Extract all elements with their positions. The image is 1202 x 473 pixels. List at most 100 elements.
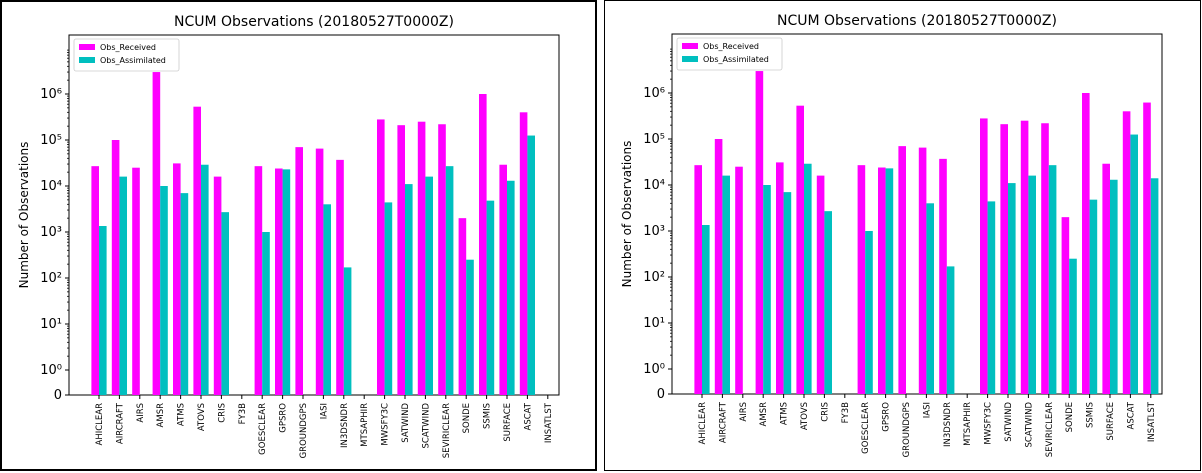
x-tick-label: MTSAPHIR	[963, 402, 973, 446]
bar-obs-received	[1000, 124, 1008, 394]
bar-obs-received	[397, 125, 405, 395]
bar-obs-assimilated	[804, 163, 812, 394]
legend-swatch	[682, 56, 698, 62]
bar-obs-assimilated	[1069, 258, 1077, 394]
bar-obs-received	[694, 165, 702, 394]
x-tick-label: SATWIND	[1004, 402, 1014, 442]
bar-obs-received	[1143, 102, 1151, 394]
x-tick-label: SSMIS	[483, 403, 493, 429]
bar-obs-assimilated	[702, 225, 710, 394]
x-tick-label: SSMIS	[1086, 402, 1096, 428]
x-tick-label: SURFACE	[503, 403, 513, 442]
bar-obs-received	[336, 159, 344, 395]
chart-panel-left: NCUM Observations (20180527T0000Z) Number…	[0, 0, 597, 471]
bar-obs-received	[132, 167, 140, 395]
bar-obs-received	[857, 165, 866, 394]
bar-obs-assimilated	[885, 168, 894, 394]
y-tick-label: 10³	[643, 224, 665, 239]
bars-group	[91, 72, 535, 395]
bar-obs-received	[213, 176, 222, 395]
bar-obs-received	[796, 105, 804, 394]
x-tick-label: INSATLST	[1147, 401, 1157, 442]
bar-obs-assimilated	[722, 175, 730, 394]
bar-obs-received	[1041, 123, 1049, 394]
bar-obs-received	[735, 166, 743, 394]
chart-panel-right: NCUM Observations (20180527T0000Z) Number…	[604, 0, 1201, 471]
y-axis-label: Number of Observations	[17, 142, 31, 289]
bar-obs-received	[1061, 217, 1070, 394]
x-tick-label: AHICLEAR	[95, 403, 105, 446]
x-tick-label: SURFACE	[1106, 402, 1116, 441]
x-tick-label: MWSFY3C	[381, 403, 391, 446]
x-tick-label: ATMS	[780, 402, 790, 425]
y-tick-label: 10⁴	[40, 179, 62, 194]
y-tick-label: 10²	[40, 271, 62, 286]
bar-obs-assimilated	[262, 232, 270, 395]
x-tick-label: SONDE	[1065, 402, 1075, 432]
x-tick-label: GOESCLEAR	[258, 403, 268, 455]
x-tick-label: ATOVS	[197, 403, 207, 431]
bar-obs-assimilated	[763, 185, 771, 394]
bar-obs-received	[1082, 93, 1090, 394]
bar-obs-assimilated	[527, 135, 535, 395]
legend-swatch	[79, 44, 95, 50]
x-tick-label: GPSRO	[279, 403, 289, 433]
bar-obs-received	[878, 167, 886, 394]
bar-obs-received	[898, 146, 906, 394]
bar-obs-assimilated	[445, 166, 454, 395]
x-tick-label: AIRS	[136, 403, 146, 423]
bar-obs-received	[295, 147, 303, 395]
x-tick-label: CRIS	[217, 403, 227, 423]
bar-obs-received	[193, 106, 201, 395]
bar-obs-received	[91, 166, 99, 395]
plot-area: NCUM Observations (20180527T0000Z) Number…	[17, 14, 560, 458]
x-tick-label: GROUNDGPS	[299, 403, 309, 458]
x-tick-label: AMSR	[759, 402, 769, 427]
y-tick-label: 10⁵	[40, 133, 62, 148]
bar-obs-assimilated	[384, 202, 393, 395]
x-tick-label: GOESCLEAR	[861, 402, 871, 454]
bar-obs-received	[918, 147, 927, 394]
bar-obs-received	[519, 112, 528, 395]
x-tick-label: AIRS	[739, 402, 749, 422]
plot-area: NCUM Observations (20180527T0000Z) Number…	[620, 13, 1163, 457]
bar-obs-assimilated	[221, 212, 229, 395]
chart-title: NCUM Observations (20180527T0000Z)	[777, 13, 1057, 29]
x-tick-label: CRIS	[820, 402, 830, 422]
bar-obs-assimilated	[1089, 199, 1098, 394]
bars-group	[694, 71, 1159, 394]
bar-obs-received	[315, 148, 324, 395]
legend: Obs_Received Obs_Assimilated	[73, 38, 180, 72]
bar-obs-received	[438, 124, 446, 395]
bar-obs-received	[1102, 163, 1110, 394]
bar-obs-assimilated	[119, 176, 127, 395]
legend-box	[73, 38, 180, 72]
x-tick-label: AIRCRAFT	[718, 401, 728, 443]
bar-obs-assimilated	[1150, 178, 1159, 394]
bar-obs-assimilated	[824, 211, 832, 394]
bar-obs-assimilated	[1130, 134, 1138, 394]
axes-frame	[671, 33, 1163, 395]
y-tick-label: 10¹	[40, 317, 62, 332]
x-tick-label: SEVIRICLEAR	[442, 403, 452, 458]
bar-obs-assimilated	[1028, 175, 1036, 394]
x-tick-label: AMSR	[156, 403, 166, 428]
bar-obs-received	[377, 119, 385, 395]
y-tick-label: 0	[657, 387, 665, 402]
bar-obs-received	[755, 71, 764, 394]
bar-obs-received	[1020, 120, 1029, 394]
bar-obs-assimilated	[946, 266, 955, 394]
bar-obs-received	[254, 166, 263, 395]
bar-chart-left: NCUM Observations (20180527T0000Z) Number…	[17, 14, 560, 458]
y-tick-label: 10⁰	[643, 362, 665, 377]
bar-obs-assimilated	[99, 226, 107, 395]
y-tick-label: 10⁶	[40, 87, 62, 102]
x-tick-label: SONDE	[462, 403, 472, 433]
bar-obs-received	[816, 175, 825, 394]
x-tick-label: ASCAT	[1126, 401, 1136, 429]
x-tick-label: SCATWIND	[1024, 402, 1034, 448]
x-tick-label: IN3DSNDR	[340, 403, 350, 448]
x-tick-label: ATMS	[177, 403, 187, 426]
legend-label: Obs_Received	[703, 42, 759, 51]
bar-obs-assimilated	[323, 204, 331, 395]
